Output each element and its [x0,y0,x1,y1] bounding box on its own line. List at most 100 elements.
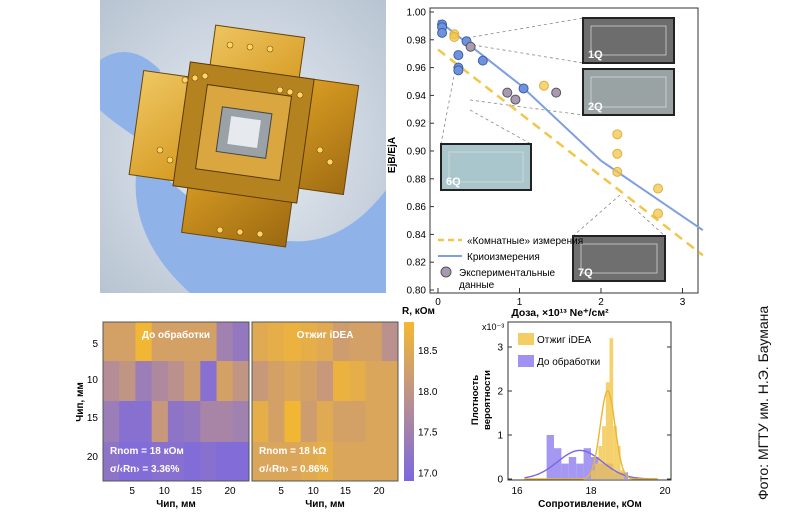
heatmap-cell [151,322,169,362]
heatmap-cell [365,322,383,362]
heatmap-cell [381,322,399,362]
heatmap-x-tick-label: 20 [224,486,236,497]
heatmap-cell [200,401,218,443]
heatmap-x-tick-label: 10 [308,486,320,497]
histogram-bar [594,463,599,479]
heatmap-cell [200,442,218,482]
y-tick-label: 0.98 [407,35,427,46]
histogram-y-label-1: Плотность [470,375,481,425]
heatmap-cell [268,401,285,443]
heatmap-cell [333,442,350,482]
colorbar-tick-label: 17.5 [418,428,438,439]
heatmap-y-tick-label: 10 [87,375,99,386]
heatmap-cell [316,361,334,402]
heatmap-cell [381,401,399,443]
inset-leader-line [469,99,584,116]
heatmap-cell [232,442,250,482]
heatmap-x-tick-label: 15 [340,486,352,497]
data-point [510,94,521,105]
heatmap-cell [300,322,318,362]
room-fit-line [437,48,704,257]
heatmap-cell [103,361,120,402]
resistance-heatmaps: До обработки Отжиг iDEA Rnom = 18 кОм σ/… [75,306,438,510]
heatmap-cell [167,401,185,443]
heatmap-x-tick-label: 5 [278,486,284,497]
heatmap-y-label: Чип, мм [75,382,86,422]
heatmap-cell [119,442,136,482]
heatmap-cell [252,361,269,402]
data-point [465,41,476,52]
heatmap-before-frame [102,321,250,482]
heatmap-cell [268,361,285,402]
heatmap-cell [216,442,234,482]
heatmap-after-sigma: σ/‹Rn› = 0.86% [259,464,328,475]
resistance-histogram: 16 18 20 0 1 2 3 x10⁻³ Плотность вероятности С… [470,321,672,510]
heatmap-cell [200,322,218,362]
cryo-fit-line [437,19,704,232]
heatmap-cell [349,322,367,362]
histogram-bar [609,338,614,479]
heatmap-cell [216,401,234,443]
data-point [518,83,529,94]
x-tick-label: 2 [598,297,604,308]
y-tick-label: 0.80 [407,286,427,297]
histogram-bar [598,446,603,479]
chip-inset-label: 1Q [588,49,603,61]
y-tick-label: 0.92 [407,119,427,130]
heatmap-x-tick-label: 15 [191,486,203,497]
heatmap-cell [119,361,136,402]
histogram-x-tick-label: 18 [585,486,597,497]
legend-swatch-annealed [518,333,534,345]
colorbar-tick-label: 18.5 [418,346,438,357]
heatmap-cell [135,361,153,402]
heatmap-cell [284,401,302,443]
colorbar-tick-label: 18.0 [418,387,438,398]
heatmap-cell [381,442,399,482]
legend-exp: Экспериментальные [459,268,556,279]
inset-leader-line [466,43,584,64]
x-tick-label: 1 [517,297,523,308]
photo-credit: Фото: МГТУ им. Н.Э. Баумана [755,305,771,500]
chip-inset-circuit [580,243,658,274]
data-point [502,87,513,98]
histogram-bar [561,463,569,479]
heatmap-cell [151,401,169,443]
heatmap-before-title: До обработки [142,329,210,341]
chip-inset-label: 2Q [588,101,603,113]
histogram-bar [568,457,577,479]
heatmap-after-title: Отжиг iDEA [297,330,354,341]
y-tick-label: 0.86 [407,202,427,213]
heatmap-cell [119,322,136,362]
histogram-x-tick-label: 16 [511,486,523,497]
heatmap-cell [184,442,201,482]
y-tick-label: 1.00 [407,8,427,19]
inset-leader-line [572,194,621,237]
heatmap-after-x-label: Чип, мм [305,499,345,510]
chip-inset-circuit [590,25,667,56]
heatmap-cell [232,401,250,443]
heatmap-cell [232,361,250,402]
chip-inset-circuit [448,151,524,183]
histogram-x-tick-label: 20 [659,486,671,497]
histogram-y-scale: x10⁻³ [482,322,504,332]
heatmap-cell [316,401,334,443]
data-point [653,183,664,194]
heatmap-cell [365,401,383,443]
dose-scatter-chart: 1Q 2Q 6Q 7Q 0.80 0.82 0.84 0.86 0.88 0.90 0.92 0.9… [387,7,704,319]
heatmap-cell [184,361,201,402]
heatmap-cell [103,442,120,482]
x-tick-label: 0 [435,297,441,308]
heatmap-x-tick-label: 5 [129,486,135,497]
heatmap-y-tick-label: 15 [87,413,99,424]
heatmap-cell [300,401,318,443]
heatmap-after-rnom: Rnom = 18 kΩ [259,446,326,457]
histogram-fit-curve [524,390,658,480]
heatmap-cell [268,442,285,482]
y-tick-label: 0.90 [407,147,427,158]
heatmap-cell [151,442,169,482]
heatmap-cell [167,442,185,482]
histogram-x-label: Сопротивление, кОм [538,499,642,510]
photo-sample-holder [100,0,386,293]
histogram-y-tick-label: 3 [497,343,503,354]
scatter-y-label: EjB/EjA [387,137,398,173]
